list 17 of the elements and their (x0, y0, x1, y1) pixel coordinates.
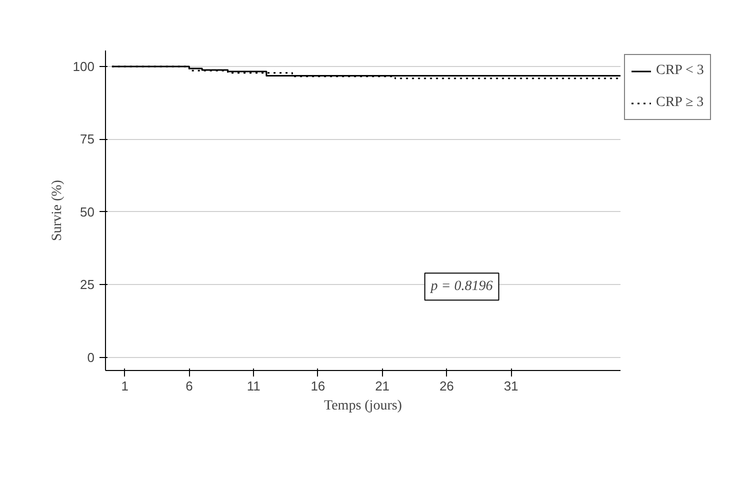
x-tick-label: 31 (504, 378, 518, 394)
y-tick-label: 50 (80, 204, 95, 220)
y-tick-label: 25 (80, 277, 95, 292)
x-tick-label: 6 (186, 378, 193, 394)
y-axis-title: Survie (%) (50, 180, 65, 242)
x-axis-title: Temps (jours) (324, 398, 402, 414)
legend-label: CRP ≥ 3 (656, 95, 704, 111)
x-tick-label: 21 (375, 378, 390, 394)
x-tick-label: 26 (439, 378, 454, 394)
legend-label: CRP < 3 (656, 63, 704, 79)
x-tick-label: 1 (121, 378, 128, 394)
y-tick-label: 100 (72, 59, 95, 74)
y-tick-label: 75 (80, 132, 95, 147)
x-tick-label: 11 (246, 378, 260, 394)
y-tick-label: 0 (87, 350, 95, 365)
x-tick-label: 16 (310, 378, 326, 394)
annotation: p = 0.8196 (430, 279, 493, 294)
